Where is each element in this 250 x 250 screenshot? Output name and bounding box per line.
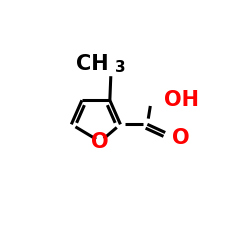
Text: O: O <box>172 128 190 148</box>
Text: OH: OH <box>164 90 199 110</box>
Text: O: O <box>92 132 109 152</box>
Text: 3: 3 <box>115 60 125 76</box>
Text: CH: CH <box>76 54 109 74</box>
